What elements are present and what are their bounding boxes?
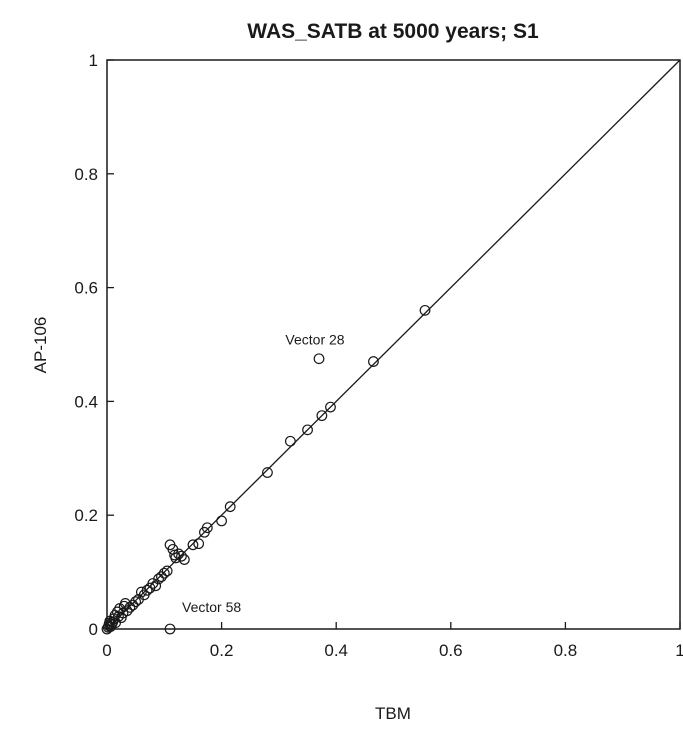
x-tick-label: 1 bbox=[675, 641, 683, 660]
data-point bbox=[156, 571, 167, 583]
data-point bbox=[153, 573, 164, 585]
data-point bbox=[193, 538, 205, 550]
plot-frame bbox=[106, 59, 681, 630]
x-tick-label: 0.2 bbox=[210, 641, 234, 660]
data-point bbox=[368, 356, 379, 367]
point-annotation: Vector 28 bbox=[285, 332, 344, 348]
data-point bbox=[176, 550, 187, 562]
data-point bbox=[316, 410, 328, 422]
data-point bbox=[127, 599, 139, 611]
data-point bbox=[313, 353, 325, 365]
data-point bbox=[135, 586, 147, 598]
data-point bbox=[187, 539, 199, 551]
data-point bbox=[173, 548, 185, 560]
chart-title: WAS_SATB at 5000 years; S1 bbox=[247, 20, 539, 43]
y-tick-label: 1 bbox=[89, 51, 98, 70]
data-point bbox=[141, 584, 153, 596]
plot-area: 00 0.2 0.2 0.4 0.4 0.6 0.6 0.8 0.8 1 1 Vector 28 Vec… bbox=[74, 51, 683, 660]
data-point bbox=[224, 501, 236, 513]
data-point bbox=[201, 522, 213, 534]
x-tick-label: 0.8 bbox=[554, 641, 578, 660]
data-point bbox=[124, 601, 136, 613]
data-point bbox=[284, 435, 296, 447]
data-point bbox=[325, 401, 336, 413]
data-point bbox=[115, 612, 127, 624]
x-axis-label: TBM bbox=[375, 704, 411, 723]
data-point bbox=[216, 515, 228, 527]
data-point bbox=[161, 565, 173, 577]
y-tick-label: 0.6 bbox=[74, 279, 98, 298]
y-tick-label: 0.2 bbox=[74, 506, 98, 525]
data-point bbox=[164, 623, 176, 635]
reference-line bbox=[106, 59, 681, 630]
y-tick-label: 0.8 bbox=[74, 165, 98, 184]
data-point bbox=[121, 605, 133, 617]
data-point bbox=[130, 596, 142, 608]
data-point bbox=[262, 467, 273, 478]
point-annotation: Vector 58 bbox=[182, 599, 241, 615]
data-point bbox=[158, 567, 170, 579]
x-tick-label: 0.6 bbox=[439, 641, 463, 660]
data-point bbox=[178, 554, 190, 565]
x-tick-label: 0.4 bbox=[324, 641, 348, 660]
data-point bbox=[302, 424, 313, 436]
y-tick-label: 0 bbox=[89, 620, 98, 639]
y-tick-label: 0.4 bbox=[74, 392, 98, 411]
data-point bbox=[419, 304, 431, 316]
x-tick-label: 0 bbox=[102, 641, 111, 660]
y-axis-label: AP-106 bbox=[31, 317, 50, 374]
data-point bbox=[150, 580, 162, 592]
